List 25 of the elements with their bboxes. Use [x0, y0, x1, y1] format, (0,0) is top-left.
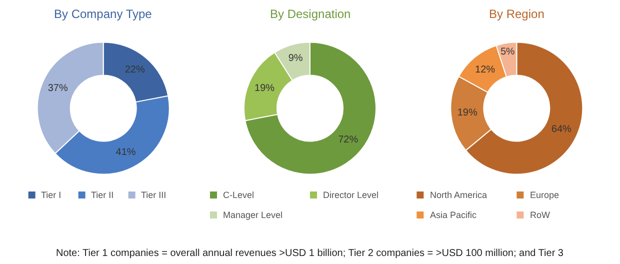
- data-label: 22%: [124, 64, 145, 76]
- legend-label: Tier I: [41, 190, 62, 200]
- data-label: 12%: [475, 64, 496, 76]
- data-label: 5%: [500, 46, 516, 58]
- data-label: 41%: [116, 146, 136, 158]
- legend-label: C-Level: [223, 190, 254, 200]
- text: Note: Tier 1 companies = overall annual revenues >USD 1 billion; Tier 2 companies = >USD 100 million; and Tier 3: [56, 248, 564, 259]
- donut-slice: [244, 42, 376, 175]
- legend-label: North America: [430, 190, 488, 200]
- data-label: 37%: [48, 83, 68, 94]
- chart-title: By Region: [489, 7, 544, 21]
- legend-label: Director Level: [323, 190, 379, 200]
- legend-label: Asia Pacific: [430, 210, 478, 220]
- legend-label: Tier III: [141, 190, 166, 200]
- data-label: 72%: [338, 134, 358, 146]
- legend-label: Europe: [530, 190, 560, 200]
- data-label: 64%: [551, 124, 572, 135]
- legend-label: Tier II: [91, 190, 114, 200]
- data-label: 19%: [457, 107, 478, 118]
- chart-title: By Company Type: [54, 7, 152, 21]
- legend-label: Manager Level: [223, 210, 283, 220]
- data-label: 9%: [288, 53, 303, 64]
- legend-label: RoW: [530, 210, 551, 220]
- data-label: 19%: [254, 83, 275, 94]
- chart-title: By Designation: [270, 7, 351, 21]
